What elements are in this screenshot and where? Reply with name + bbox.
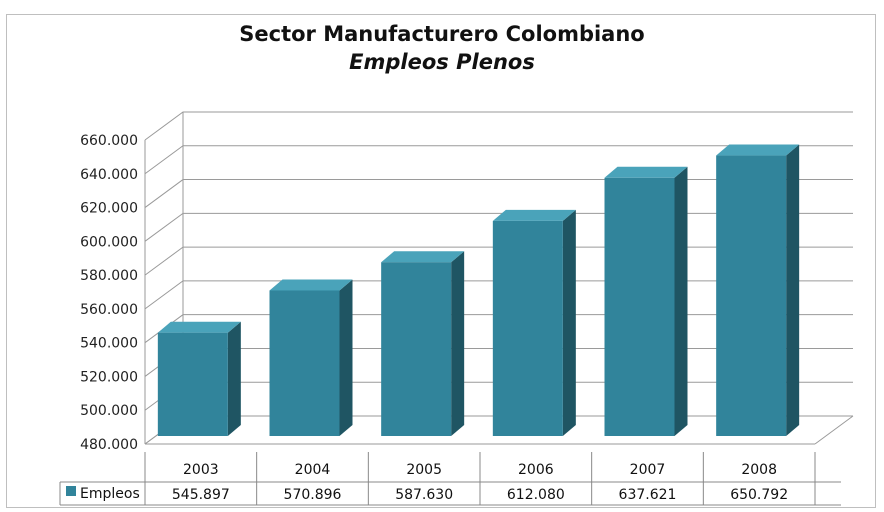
gridline [144,145,853,175]
value-label: 612.080 [507,487,565,503]
value-label: 637.621 [619,487,677,503]
value-label: 545.897 [172,487,230,503]
y-tick-label: 500.000 [80,403,138,419]
category-label: 2004 [295,462,331,478]
value-label: 570.896 [284,487,342,503]
bar-side [562,209,576,436]
y-tick-label: 580.000 [80,268,138,284]
bar-top [604,166,688,178]
bars [157,144,800,437]
bar-top [716,144,800,156]
bar-side [451,251,465,436]
chart-title: Sector Manufacturero Colombiano [239,22,645,46]
legend-key [66,486,76,496]
y-tick-label: 480.000 [80,437,138,453]
bar-top [157,321,241,333]
category-label: 2005 [406,462,442,478]
bar [381,251,465,436]
bar-side [674,166,688,436]
category-label: 2006 [518,462,554,478]
gridline [144,111,853,141]
bar [604,166,688,436]
bar [492,209,576,436]
y-tick-label: 560.000 [80,302,138,318]
bar [157,321,241,436]
y-tick-label: 640.000 [80,167,138,183]
bar-front [157,332,228,436]
bar-front [269,290,340,436]
category-label: 2007 [630,462,666,478]
y-axis-tick-labels: 480.000 500.000 520.000 540.000 560.000 580.0… [80,133,138,453]
value-label: 650.792 [730,487,788,503]
bar-front [492,220,563,436]
bar-front [604,177,675,436]
y-tick-label: 520.000 [80,369,138,385]
chart-subtitle: Empleos Plenos [349,50,535,74]
y-tick-label: 540.000 [80,336,138,352]
bar-side [786,144,800,437]
bar-top [492,209,576,221]
bar-front [716,155,787,437]
bar-side [339,279,353,436]
bar-side [227,321,241,436]
bar [269,279,353,436]
bar [716,144,800,437]
category-label: 2003 [183,462,219,478]
bar-front [381,262,452,436]
legend-label: Empleos [80,486,140,502]
y-tick-label: 620.000 [80,201,138,217]
data-table: Empleos 2003 545.897 2004 570.896 2005 587.630… [59,452,841,506]
bar-top [269,279,353,291]
category-label: 2008 [741,462,777,478]
bar-top [381,251,465,263]
y-tick-label: 600.000 [80,234,138,250]
floor-right-edge [814,415,854,445]
value-label: 587.630 [395,487,453,503]
y-tick-label: 660.000 [80,133,138,149]
